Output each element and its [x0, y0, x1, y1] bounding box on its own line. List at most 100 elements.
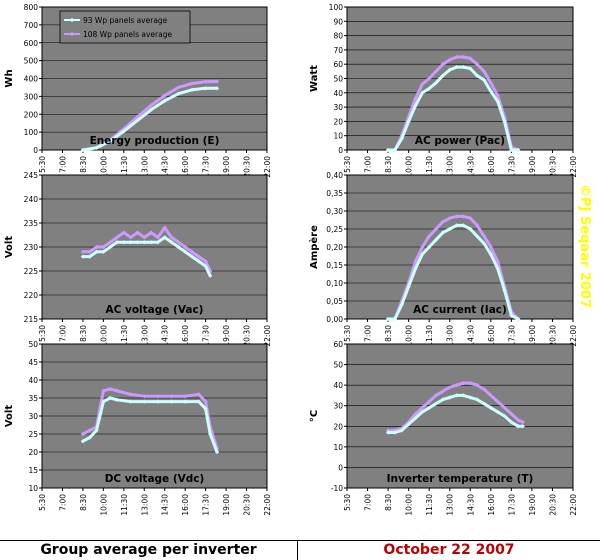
data-point	[162, 225, 167, 230]
data-point	[420, 252, 425, 257]
data-point	[447, 216, 452, 221]
data-point	[502, 413, 507, 419]
data-point	[488, 252, 493, 257]
data-point	[427, 234, 432, 239]
x-tick-label: 17:30	[202, 494, 211, 516]
x-tick-label: 7:00	[364, 156, 373, 173]
data-point	[189, 249, 195, 254]
x-tick-label: 5:30	[343, 325, 352, 342]
y-axis-label: °C	[309, 410, 320, 422]
data-point	[420, 244, 425, 250]
data-point	[176, 85, 181, 90]
x-tick-label: 11:30	[425, 494, 434, 516]
data-point	[440, 230, 446, 235]
x-tick-label: 19:00	[222, 325, 231, 347]
x-tick-label: 11:30	[120, 494, 129, 516]
data-point	[121, 129, 126, 134]
data-point	[495, 399, 500, 404]
y-tick-label: 500	[24, 57, 39, 66]
data-point	[399, 136, 404, 141]
data-point	[108, 240, 113, 245]
data-point	[162, 93, 167, 98]
y-tick-label: 100	[24, 128, 39, 137]
data-point	[427, 244, 432, 250]
data-point	[128, 235, 133, 240]
data-point	[427, 399, 432, 404]
data-point	[454, 393, 459, 398]
y-axis-label: Volt	[4, 236, 15, 258]
y-tick-label: 0,20	[326, 243, 343, 252]
data-point	[155, 394, 161, 399]
series-line	[388, 55, 519, 152]
y-axis-label: Watt	[309, 65, 320, 92]
x-tick-label: 8:30	[79, 325, 88, 342]
x-tick-label: 16:00	[487, 494, 496, 516]
x-tick-label: 22:00	[569, 494, 578, 516]
x-tick-label: 10:00	[99, 156, 108, 178]
data-point	[94, 145, 99, 150]
data-point	[385, 430, 391, 435]
data-point	[148, 103, 154, 108]
data-point	[420, 405, 425, 410]
x-tick-label: 5:30	[38, 494, 47, 511]
x-tick-label: 13:00	[446, 325, 455, 347]
x-tick-label: 5:30	[343, 494, 352, 511]
chart-title: AC power (Pac)	[415, 135, 505, 147]
x-tick-label: 8:30	[384, 325, 393, 342]
data-point	[502, 288, 507, 293]
data-point	[461, 223, 466, 228]
data-point	[196, 392, 201, 397]
data-point	[461, 393, 466, 398]
y-tick-label: 235	[24, 219, 39, 228]
y-tick-label: 40	[28, 376, 38, 385]
x-tick-label: 5:30	[38, 156, 47, 173]
data-point	[87, 249, 92, 254]
y-tick-label: 35	[28, 394, 38, 403]
x-tick-label: 13:00	[140, 156, 149, 178]
y-tick-label: 50	[333, 75, 343, 84]
footer-caption: Group average per inverter	[40, 542, 257, 558]
data-point	[155, 399, 161, 404]
x-tick-label: 5:30	[38, 325, 47, 342]
data-point	[203, 259, 208, 264]
x-tick-label: 10:00	[405, 325, 414, 347]
x-tick-label: 22:00	[263, 156, 272, 178]
x-tick-label: 19:00	[528, 494, 537, 516]
copyright-watermark: ©PJ Seqaar 2007	[577, 184, 592, 308]
data-point	[406, 422, 411, 427]
data-point	[385, 147, 391, 153]
data-point	[128, 240, 133, 245]
data-point	[169, 399, 174, 404]
data-point	[155, 235, 161, 240]
x-tick-label: 17:30	[507, 494, 516, 516]
data-point	[392, 147, 398, 153]
y-tick-label: 10	[28, 484, 38, 493]
data-point	[135, 230, 140, 235]
x-tick-label: 11:30	[120, 156, 129, 178]
data-point	[114, 240, 120, 245]
y-tick-label: 600	[24, 39, 39, 48]
data-point	[203, 86, 208, 91]
x-tick-label: 19:00	[528, 156, 537, 178]
x-tick-label: 19:00	[528, 325, 537, 347]
y-tick-label: 0,05	[326, 297, 343, 306]
y-tick-label: 70	[333, 46, 343, 55]
data-point	[488, 244, 493, 250]
data-point	[474, 383, 480, 388]
data-point	[169, 240, 174, 245]
series-line	[388, 223, 519, 321]
data-point	[481, 401, 487, 406]
x-tick-label: 7:00	[58, 325, 67, 342]
data-point	[135, 118, 140, 123]
y-tick-label: 30	[333, 103, 343, 112]
data-point	[509, 411, 514, 417]
y-tick-label: 700	[24, 21, 39, 30]
x-tick-label: 16:00	[181, 325, 190, 347]
data-point	[208, 431, 213, 437]
data-point	[502, 405, 507, 410]
data-point	[189, 81, 195, 86]
x-tick-label: 10:00	[405, 156, 414, 178]
data-point	[447, 385, 452, 390]
x-tick-label: 8:30	[384, 156, 393, 173]
